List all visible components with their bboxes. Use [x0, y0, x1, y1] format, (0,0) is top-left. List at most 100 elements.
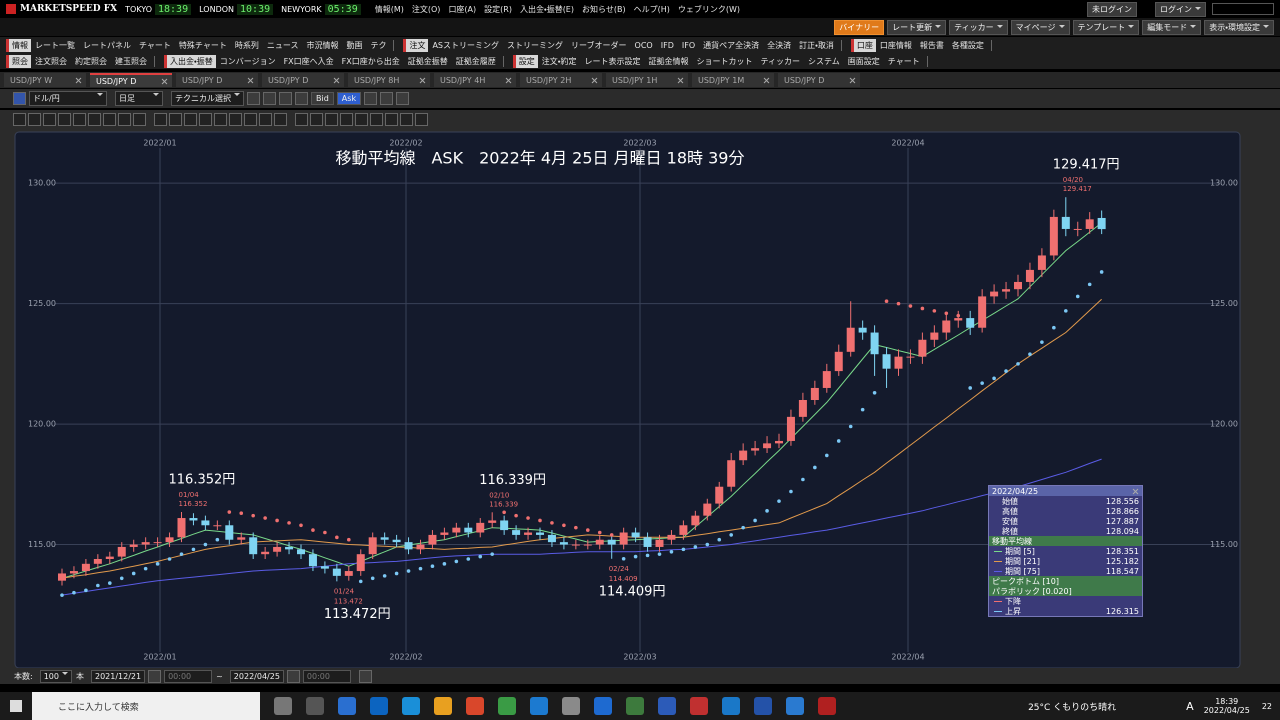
- menu-item[interactable]: 設定(R): [484, 4, 512, 14]
- taskbar-icon[interactable]: [658, 697, 676, 715]
- draw-tool[interactable]: [214, 112, 227, 126]
- toolbar-item[interactable]: 約定照会: [75, 56, 107, 66]
- draw-tool[interactable]: [400, 112, 413, 126]
- clock-date[interactable]: 2022/04/25: [1203, 706, 1250, 715]
- draw-tool[interactable]: [310, 112, 323, 126]
- draw-tool[interactable]: [229, 112, 242, 126]
- toolbar-item[interactable]: ショートカット: [696, 56, 753, 66]
- count-select[interactable]: 100: [39, 669, 72, 683]
- taskbar-icon[interactable]: [594, 697, 612, 715]
- draw-tool[interactable]: [184, 112, 197, 126]
- draw-tool[interactable]: [169, 112, 182, 126]
- notifications[interactable]: 22: [1261, 701, 1272, 711]
- tab[interactable]: USD/JPY D: [176, 73, 258, 87]
- toolbar-item[interactable]: ニュース: [266, 40, 299, 50]
- tab-label[interactable]: USD/JPY 2H: [526, 75, 572, 85]
- taskbar-icon[interactable]: [466, 697, 484, 715]
- ask-button[interactable]: Ask: [336, 92, 362, 105]
- draw-tool[interactable]: [28, 112, 41, 126]
- menu-item[interactable]: 口座(A): [448, 4, 477, 14]
- toolbar-item[interactable]: IFO: [681, 40, 696, 50]
- tab-label[interactable]: USD/JPY W: [10, 75, 53, 85]
- toolbar-item[interactable]: 建玉照会: [115, 56, 147, 66]
- draw-tool[interactable]: [154, 112, 167, 126]
- toolbar-item[interactable]: 注文照会: [35, 56, 67, 66]
- top-button[interactable]: バイナリー: [834, 19, 885, 35]
- window-controls[interactable]: [1212, 3, 1274, 15]
- taskbar-icon[interactable]: [402, 697, 420, 715]
- tab-label[interactable]: USD/JPY D: [268, 75, 309, 85]
- tool-button[interactable]: [364, 92, 378, 105]
- menu-item[interactable]: 注文(O): [411, 4, 441, 14]
- tab-label[interactable]: USD/JPY D: [182, 75, 223, 85]
- top-button[interactable]: 表示・環境設定: [1204, 19, 1274, 35]
- toolbar-item[interactable]: 通貨ペア全決済: [703, 40, 760, 50]
- taskbar-icon[interactable]: [338, 697, 356, 715]
- calendar[interactable]: [286, 669, 300, 683]
- clock[interactable]: 18:39 2022/04/25: [1204, 697, 1250, 715]
- taskbar-icon[interactable]: [498, 697, 516, 715]
- taskbar-icon[interactable]: [434, 697, 452, 715]
- tab-label[interactable]: USD/JPY 1M: [698, 75, 745, 85]
- menu-item[interactable]: ヘルプ(H): [633, 4, 670, 14]
- tab-label[interactable]: USD/JPY 8H: [354, 75, 400, 85]
- login-button[interactable]: ログイン: [1155, 1, 1206, 17]
- tool-button[interactable]: [247, 92, 260, 105]
- draw-tool[interactable]: [370, 112, 383, 126]
- start-time[interactable]: 00:00: [164, 669, 213, 683]
- top-button[interactable]: ティッカー: [949, 19, 1008, 35]
- draw-tool[interactable]: [274, 112, 287, 126]
- tool-button[interactable]: [263, 92, 276, 105]
- ime-indicator[interactable]: A: [1186, 699, 1194, 713]
- toolbar-item[interactable]: 動画: [346, 40, 363, 50]
- tab[interactable]: USD/JPY W: [4, 73, 86, 87]
- toolbar-item[interactable]: 口座情報: [879, 40, 912, 50]
- toolbar-item[interactable]: 時系列: [234, 40, 259, 50]
- toolbar-item[interactable]: 報告書: [919, 40, 944, 50]
- tab[interactable]: USD/JPY 8H: [348, 73, 430, 87]
- tab[interactable]: USD/JPY 1M: [692, 73, 774, 87]
- top-button[interactable]: マイページ: [1010, 19, 1070, 35]
- top-button[interactable]: テンプレート: [1072, 19, 1140, 35]
- draw-tool[interactable]: [259, 112, 272, 126]
- draw-tool[interactable]: [295, 112, 308, 126]
- start-button[interactable]: [10, 700, 22, 712]
- draw-tool[interactable]: [415, 112, 428, 126]
- draw-tool[interactable]: [118, 112, 131, 126]
- tab[interactable]: USD/JPY D: [778, 73, 860, 87]
- toolbar-item[interactable]: FX口座から出金: [341, 56, 400, 66]
- tool-button[interactable]: [295, 92, 308, 105]
- top-button[interactable]: 編集モード: [1142, 19, 1202, 35]
- toolbar-item[interactable]: ストリーミング: [507, 40, 564, 50]
- tab-label[interactable]: USD/JPY 4H: [440, 75, 486, 85]
- draw-tool[interactable]: [325, 112, 338, 126]
- search-box[interactable]: ここに入力して検索: [32, 692, 260, 720]
- draw-tool[interactable]: [199, 112, 212, 126]
- calendar[interactable]: [148, 669, 162, 683]
- pair-select[interactable]: ドル/円: [29, 91, 107, 106]
- technical-select[interactable]: テクニカル選択: [171, 91, 244, 106]
- toolbar-item[interactable]: チャート: [887, 56, 920, 66]
- weather[interactable]: 25°C くもりのち晴れ: [1028, 702, 1117, 713]
- tab[interactable]: USD/JPY 4H: [434, 73, 516, 87]
- taskbar-icon[interactable]: [754, 697, 772, 715]
- top-button[interactable]: レート更新: [887, 19, 947, 35]
- taskbar-icon[interactable]: [690, 697, 708, 715]
- end-date[interactable]: 2022/04/25: [229, 669, 284, 683]
- taskbar-icon[interactable]: [722, 697, 740, 715]
- taskbar-icon[interactable]: [530, 697, 548, 715]
- tab-label[interactable]: USD/JPY D: [96, 76, 137, 86]
- draw-tool[interactable]: [88, 112, 101, 126]
- draw-tool[interactable]: [355, 112, 368, 126]
- panel-close[interactable]: [1132, 488, 1139, 495]
- period-select[interactable]: 日足: [115, 91, 163, 106]
- toolbar-item[interactable]: レート一覧: [35, 40, 75, 50]
- toolbar-item[interactable]: ティッカー: [760, 56, 801, 66]
- tab[interactable]: USD/JPY D: [262, 73, 344, 87]
- toolbar-item[interactable]: IFD: [660, 40, 674, 50]
- toolbar-item[interactable]: 全決済: [767, 40, 792, 50]
- toolbar-item[interactable]: 訂正・取消: [799, 40, 834, 50]
- apply-button[interactable]: [358, 669, 372, 683]
- draw-tool[interactable]: [385, 112, 398, 126]
- tab[interactable]: USD/JPY 2H: [520, 73, 602, 87]
